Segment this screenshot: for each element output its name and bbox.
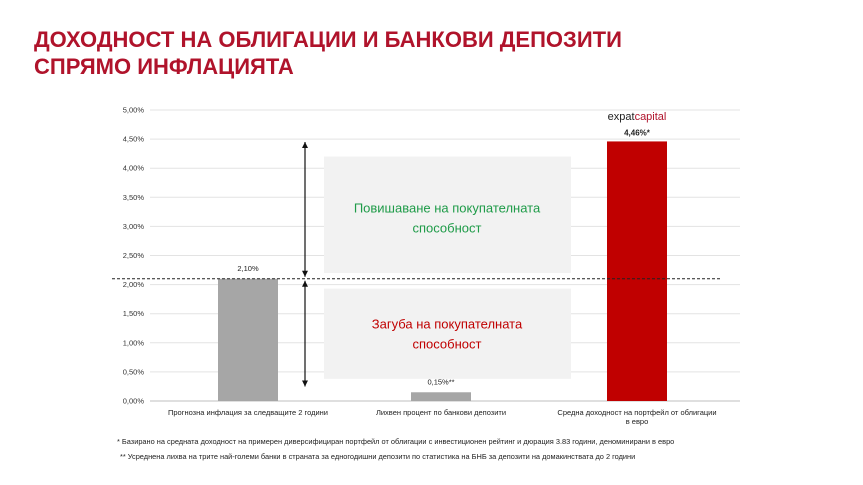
y-tick-label: 5,00%	[123, 106, 145, 115]
y-tick-label: 4,00%	[123, 164, 145, 173]
data-label: 4,46%*	[624, 128, 651, 137]
title-line-2: СПРЯМО ИНФЛАЦИЯТА	[34, 54, 294, 79]
y-tick-label: 3,00%	[123, 222, 145, 231]
y-tick-label: 0,50%	[123, 367, 145, 376]
bar	[607, 141, 667, 402]
page-title: ДОХОДНОСТ НА ОБЛИГАЦИИ И БАНКОВИ ДЕПОЗИТ…	[34, 26, 794, 80]
loss-annotation-box	[324, 288, 571, 379]
x-tick-label: Средна доходност на портфейл от облигаци…	[557, 408, 716, 417]
y-tick-label: 4,50%	[123, 135, 145, 144]
y-tick-label: 1,00%	[123, 338, 145, 347]
y-tick-label: 3,50%	[123, 193, 145, 202]
data-label: 0,15%**	[427, 377, 454, 386]
data-label: 2,10%	[237, 264, 259, 273]
gain-arrow-head	[302, 270, 308, 277]
gain-arrow-head	[302, 142, 308, 149]
loss-annotation-text: Загуба на покупателната	[372, 317, 523, 332]
footnote-2: ** Усреднена лихва на трите най-големи б…	[120, 452, 636, 461]
loss-annotation-text: способност	[413, 337, 482, 352]
x-tick-label: в евро	[626, 417, 649, 426]
bar	[218, 278, 278, 401]
gain-annotation-box	[324, 156, 571, 273]
y-tick-label: 0,00%	[123, 397, 145, 406]
y-tick-label: 1,50%	[123, 309, 145, 318]
x-tick-label: Прогнозна инфлация за следващите 2 годин…	[168, 408, 328, 417]
gain-annotation-text: способност	[413, 221, 482, 236]
y-tick-label: 2,50%	[123, 251, 145, 260]
y-tick-label: 2,00%	[123, 280, 145, 289]
title-line-1: ДОХОДНОСТ НА ОБЛИГАЦИИ И БАНКОВИ ДЕПОЗИТ…	[34, 27, 622, 52]
gain-annotation-text: Повишаване на покупателната	[354, 201, 541, 216]
loss-arrow-head	[302, 280, 308, 287]
bar	[411, 392, 471, 401]
footnote-1: * Базирано на средната доходност на прим…	[117, 437, 675, 446]
x-tick-label: Лихвен процент по банкови депозити	[376, 408, 506, 417]
expatcapital-logo: expatcapital	[608, 111, 667, 123]
loss-arrow-head	[302, 380, 308, 387]
